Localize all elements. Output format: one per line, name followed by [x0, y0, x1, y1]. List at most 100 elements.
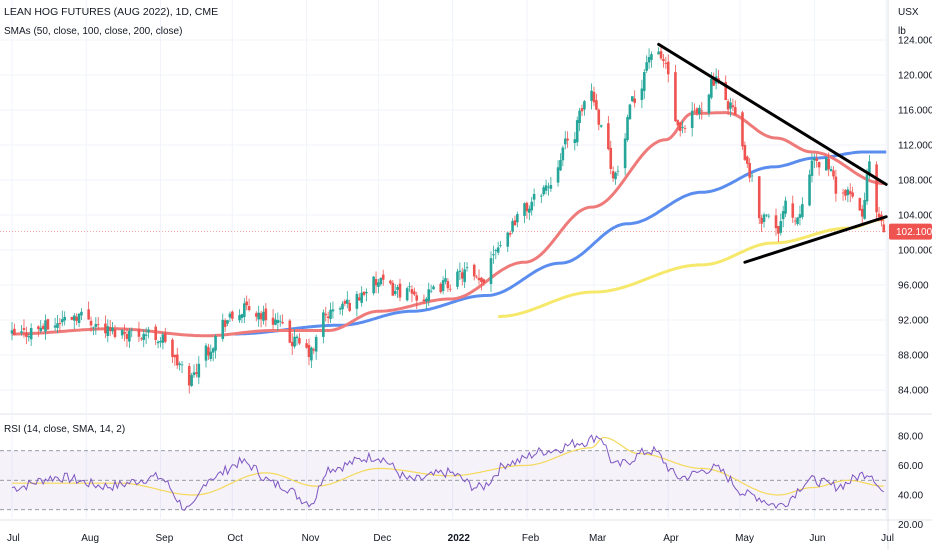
candle-body[interactable] — [743, 145, 747, 160]
candle-body[interactable] — [868, 161, 871, 174]
candle-body[interactable] — [156, 341, 160, 344]
candle-body[interactable] — [767, 215, 771, 217]
candle-body[interactable] — [53, 325, 57, 328]
candle-body[interactable] — [774, 215, 778, 229]
candle-body[interactable] — [695, 108, 699, 114]
candle-body[interactable] — [801, 204, 804, 217]
candle-body[interactable] — [626, 117, 629, 140]
candle-body[interactable] — [796, 217, 799, 224]
candle-body[interactable] — [240, 314, 244, 318]
candle-body[interactable] — [549, 184, 553, 189]
candle-body[interactable] — [448, 288, 452, 290]
candle-body[interactable] — [137, 329, 141, 337]
candle-body[interactable] — [77, 313, 81, 324]
candle-body[interactable] — [731, 105, 735, 108]
candle-body[interactable] — [322, 312, 325, 337]
candle-body[interactable] — [307, 344, 311, 358]
candle-body[interactable] — [666, 61, 670, 75]
sma-indicator-label[interactable]: SMAs (50, close, 100, close, 200, close) — [4, 26, 182, 37]
candle-body[interactable] — [425, 298, 428, 302]
trendline-upper[interactable] — [657, 42, 888, 186]
candle-body[interactable] — [559, 160, 562, 171]
candle-body[interactable] — [379, 277, 383, 285]
candle-body[interactable] — [760, 217, 763, 224]
candle-body[interactable] — [159, 340, 162, 343]
candle-body[interactable] — [223, 320, 227, 327]
candle-body[interactable] — [460, 272, 464, 279]
candle-body[interactable] — [607, 123, 610, 150]
candle-body[interactable] — [592, 91, 596, 103]
candle-body[interactable] — [113, 329, 117, 337]
candle-body[interactable] — [707, 94, 711, 114]
candle-body[interactable] — [676, 120, 680, 126]
candle-body[interactable] — [13, 328, 16, 335]
candle-body[interactable] — [365, 291, 368, 294]
candle-body[interactable] — [228, 313, 232, 318]
candle-body[interactable] — [623, 138, 627, 169]
candle-body[interactable] — [175, 354, 179, 366]
rsi-line[interactable] — [11, 434, 885, 511]
candle-body[interactable] — [544, 185, 548, 191]
candle-body[interactable] — [408, 286, 411, 288]
candle-body[interactable] — [190, 375, 193, 386]
candle-body[interactable] — [597, 109, 601, 125]
candle-body[interactable] — [616, 170, 620, 172]
candle-body[interactable] — [848, 191, 852, 194]
candle-body[interactable] — [463, 269, 466, 283]
candle-body[interactable] — [745, 156, 749, 164]
candle-body[interactable] — [324, 313, 328, 316]
candle-body[interactable] — [640, 88, 644, 101]
candle-body[interactable] — [877, 213, 881, 218]
candle-body[interactable] — [650, 54, 653, 60]
candle-body[interactable] — [784, 200, 787, 214]
candle-body[interactable] — [56, 323, 59, 328]
candle-body[interactable] — [846, 189, 850, 196]
candle-body[interactable] — [563, 138, 567, 145]
candle-body[interactable] — [432, 286, 435, 290]
candle-body[interactable] — [360, 292, 363, 303]
candle-body[interactable] — [72, 315, 76, 321]
candle-body[interactable] — [815, 158, 819, 161]
candle-body[interactable] — [393, 290, 397, 295]
candle-body[interactable] — [247, 306, 251, 311]
candle-body[interactable] — [377, 282, 380, 287]
candle-body[interactable] — [717, 78, 720, 81]
candle-body[interactable] — [163, 333, 167, 342]
candle-body[interactable] — [372, 276, 375, 294]
candle-body[interactable] — [657, 51, 660, 55]
candle-body[interactable] — [396, 287, 399, 290]
candle-body[interactable] — [173, 354, 177, 358]
trendline-lower[interactable] — [743, 215, 888, 264]
candle-body[interactable] — [700, 110, 704, 112]
candle-body[interactable] — [781, 211, 785, 220]
candle-body[interactable] — [844, 189, 847, 196]
candle-body[interactable] — [60, 319, 64, 323]
rsi-ma-line[interactable] — [12, 436, 884, 496]
candle-body[interactable] — [262, 311, 265, 321]
candle-body[interactable] — [281, 322, 284, 324]
candle-body[interactable] — [561, 147, 565, 161]
candle-body[interactable] — [456, 271, 459, 287]
candle-body[interactable] — [693, 110, 696, 112]
candle-body[interactable] — [346, 299, 349, 304]
candle-body[interactable] — [398, 283, 402, 298]
candle-body[interactable] — [276, 320, 280, 324]
candle-body[interactable] — [89, 320, 93, 326]
candle-body[interactable] — [532, 193, 536, 200]
candle-body[interactable] — [343, 301, 347, 304]
candle-body[interactable] — [599, 125, 603, 127]
candle-body[interactable] — [231, 311, 234, 319]
candle-body[interactable] — [381, 274, 385, 280]
candle-body[interactable] — [264, 308, 268, 321]
candle-body[interactable] — [331, 309, 335, 312]
candle-body[interactable] — [482, 279, 486, 284]
candle-body[interactable] — [465, 267, 469, 269]
candle-body[interactable] — [791, 203, 795, 218]
candle-body[interactable] — [329, 309, 332, 319]
candle-body[interactable] — [341, 303, 344, 310]
candle-body[interactable] — [827, 158, 830, 170]
candle-body[interactable] — [492, 254, 495, 256]
candle-body[interactable] — [171, 339, 174, 357]
candle-body[interactable] — [578, 110, 581, 124]
